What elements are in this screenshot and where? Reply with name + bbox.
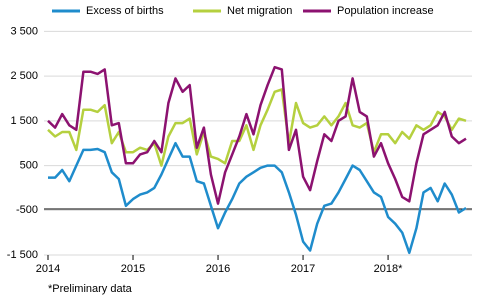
x-tick-label: 2018* (374, 263, 403, 275)
series-line (47, 88, 467, 167)
x-tick-label: 2016 (206, 263, 230, 275)
legend-label: Excess of births (86, 5, 164, 17)
legend-label: Population increase (337, 5, 434, 17)
x-tick-label: 2014 (36, 263, 60, 275)
y-tick-label: -1 500 (7, 249, 38, 261)
y-tick-label: 2 500 (10, 70, 38, 82)
y-tick-label: 500 (20, 159, 38, 171)
y-tick-label: 1 500 (10, 115, 38, 127)
y-tick-label: 3 500 (10, 25, 38, 37)
x-tick-label: 2015 (121, 263, 145, 275)
x-tick-label: 2017 (291, 263, 315, 275)
legend-label: Net migration (227, 5, 292, 17)
footnote: *Preliminary data (48, 283, 133, 295)
series-line (48, 141, 467, 255)
y-tick-label: -500 (16, 204, 38, 216)
series-line (47, 65, 467, 205)
